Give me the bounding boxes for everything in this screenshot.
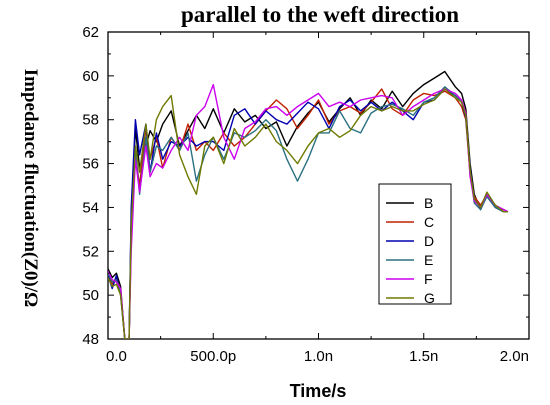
series-line-C [108, 88, 509, 339]
x-axis-label: Time/s [290, 381, 347, 401]
x-tick-label: 2.0n [500, 348, 529, 365]
y-tick-label: 52 [82, 243, 99, 260]
series-line-F [108, 83, 509, 339]
legend-box [378, 183, 452, 305]
x-axis-ticks: 0.0 500.0p 1.0n 1.5n 2.0n [106, 32, 530, 365]
legend-label-D: D [424, 233, 434, 249]
legend-label-G: G [424, 290, 435, 306]
legend-label-F: F [424, 271, 433, 287]
chart-title: parallel to the weft direction [181, 2, 459, 27]
y-tick-label: 58 [82, 112, 99, 129]
y-axis-ticks: 48 50 52 54 56 58 60 62 [82, 24, 529, 348]
y-tick-label: 48 [82, 331, 99, 348]
y-tick-label: 54 [82, 199, 99, 216]
y-tick-label: 62 [82, 24, 99, 41]
x-tick-label: 1.5n [409, 348, 438, 365]
y-axis-label: Impedance fluctuation(Z0)/Ω [20, 69, 41, 307]
legend-label-E: E [424, 252, 433, 268]
legend-label-C: C [424, 214, 434, 230]
legend-label-B: B [424, 195, 433, 211]
y-tick-label: 50 [82, 287, 99, 304]
x-tick-label: 1.0n [304, 348, 333, 365]
series-layer [108, 70, 509, 339]
plot-area [107, 31, 530, 340]
y-tick-label: 60 [82, 68, 99, 85]
series-line-G [108, 88, 508, 339]
y-tick-label: 56 [82, 156, 99, 173]
x-tick-label: 0.0 [106, 348, 127, 365]
plot-border [107, 31, 530, 340]
x-tick-label: 500.0p [190, 348, 236, 365]
